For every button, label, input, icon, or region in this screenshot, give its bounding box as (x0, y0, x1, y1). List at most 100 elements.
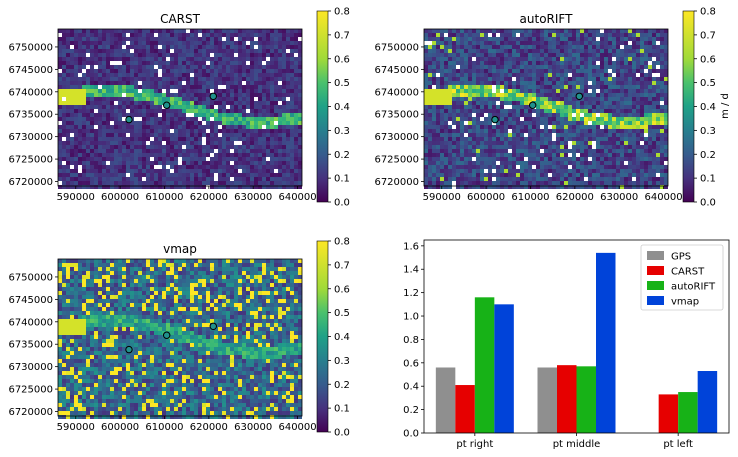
heatmap-cell (70, 117, 74, 121)
heatmap-cell (604, 57, 608, 61)
heatmap-cell (78, 49, 82, 53)
heatmap-cell (66, 65, 70, 69)
heatmap-cell (258, 129, 262, 133)
heatmap-cell (258, 45, 262, 49)
heatmap-cell (508, 185, 512, 189)
heatmap-cell (472, 49, 476, 53)
heatmap-cell (190, 105, 194, 109)
heatmap-cell (146, 117, 150, 121)
heatmap-cell (572, 85, 576, 89)
heatmap-cell (500, 69, 504, 73)
y-tick-label: 6730000 (8, 132, 53, 143)
heatmap-cell (592, 165, 596, 169)
heatmap-cell (664, 29, 668, 33)
heatmap-cell (118, 105, 122, 109)
heatmap-cell (500, 105, 504, 109)
heatmap-cell (138, 93, 142, 97)
heatmap-cell (234, 165, 238, 169)
heatmap-cell (508, 129, 512, 133)
heatmap-cell (138, 129, 142, 133)
heatmap-cell (230, 77, 234, 81)
heatmap-cell (648, 69, 652, 73)
heatmap-cell (134, 73, 138, 77)
heatmap-cell (580, 173, 584, 177)
heatmap-cell (508, 133, 512, 137)
heatmap-cell (206, 41, 210, 45)
heatmap-cell (206, 81, 210, 85)
heatmap-cell (86, 117, 90, 121)
heatmap-cell (568, 133, 572, 137)
heatmap-cell (564, 85, 568, 89)
heatmap-cell (620, 185, 624, 189)
heatmap-cell (504, 33, 508, 37)
heatmap-cell (480, 117, 484, 121)
heatmap-cell (102, 81, 106, 85)
heatmap-cell (294, 149, 298, 153)
heatmap-cell (648, 169, 652, 173)
heatmap-cell (170, 65, 174, 69)
heatmap-cell (524, 149, 528, 153)
heatmap-cell (588, 185, 592, 189)
heatmap-cell (102, 133, 106, 137)
heatmap-cell (218, 41, 222, 45)
heatmap-cell (432, 161, 436, 165)
heatmap-cell (150, 185, 154, 189)
colorbar-tick-label: 0.5 (334, 78, 350, 89)
heatmap-cell (274, 185, 278, 189)
heatmap-cell (66, 85, 70, 89)
heatmap-cell (568, 125, 572, 129)
heatmap-cell (266, 101, 270, 105)
heatmap-cell (456, 153, 460, 157)
heatmap-cell (448, 53, 452, 57)
heatmap-cell (616, 149, 620, 153)
heatmap-cell (580, 165, 584, 169)
heatmap-cell (620, 105, 624, 109)
heatmap-cell (572, 45, 576, 49)
heatmap-cell (194, 137, 198, 141)
heatmap-cell (560, 105, 564, 109)
heatmap-cell (282, 181, 286, 185)
heatmap-cell (98, 37, 102, 41)
heatmap-cell (440, 97, 444, 101)
heatmap-cell (290, 85, 294, 89)
heatmap-cell (488, 53, 492, 57)
heatmap-cell (540, 181, 544, 185)
heatmap-cell (298, 57, 302, 61)
heatmap-cell (440, 29, 444, 33)
heatmap-cell (82, 81, 86, 85)
heatmap-cell (424, 57, 428, 61)
heatmap-cell (628, 37, 632, 41)
heatmap-cell (616, 129, 620, 133)
heatmap-cell (126, 105, 130, 109)
heatmap-cell (424, 117, 428, 121)
heatmap-cell (286, 173, 290, 177)
heatmap-cell (460, 125, 464, 129)
heatmap-cell (580, 157, 584, 161)
heatmap-cell (62, 33, 66, 37)
heatmap-cell (464, 93, 468, 97)
heatmap-cell (664, 165, 668, 169)
heatmap-cell (238, 101, 242, 105)
heatmap-cell (568, 53, 572, 57)
heatmap-cell (456, 73, 460, 77)
heatmap-cell (468, 181, 472, 185)
heatmap-cell (664, 53, 668, 57)
heatmap-cell (520, 41, 524, 45)
heatmap-cell (110, 149, 114, 153)
heatmap-cell (660, 141, 664, 145)
heatmap-cell (106, 181, 110, 185)
heatmap-cell (636, 157, 640, 161)
heatmap-cell (620, 41, 624, 45)
heatmap-cell (600, 169, 604, 173)
heatmap-cell (656, 41, 660, 45)
heatmap-cell (472, 157, 476, 161)
heatmap-cell (274, 161, 278, 165)
heatmap-cell (146, 157, 150, 161)
heatmap-cell (448, 181, 452, 185)
heatmap-cell (66, 33, 70, 37)
heatmap-cell (472, 81, 476, 85)
heatmap-cell (142, 77, 146, 81)
heatmap-cell (468, 81, 472, 85)
heatmap-cell (70, 57, 74, 61)
heatmap-cell (214, 109, 218, 113)
